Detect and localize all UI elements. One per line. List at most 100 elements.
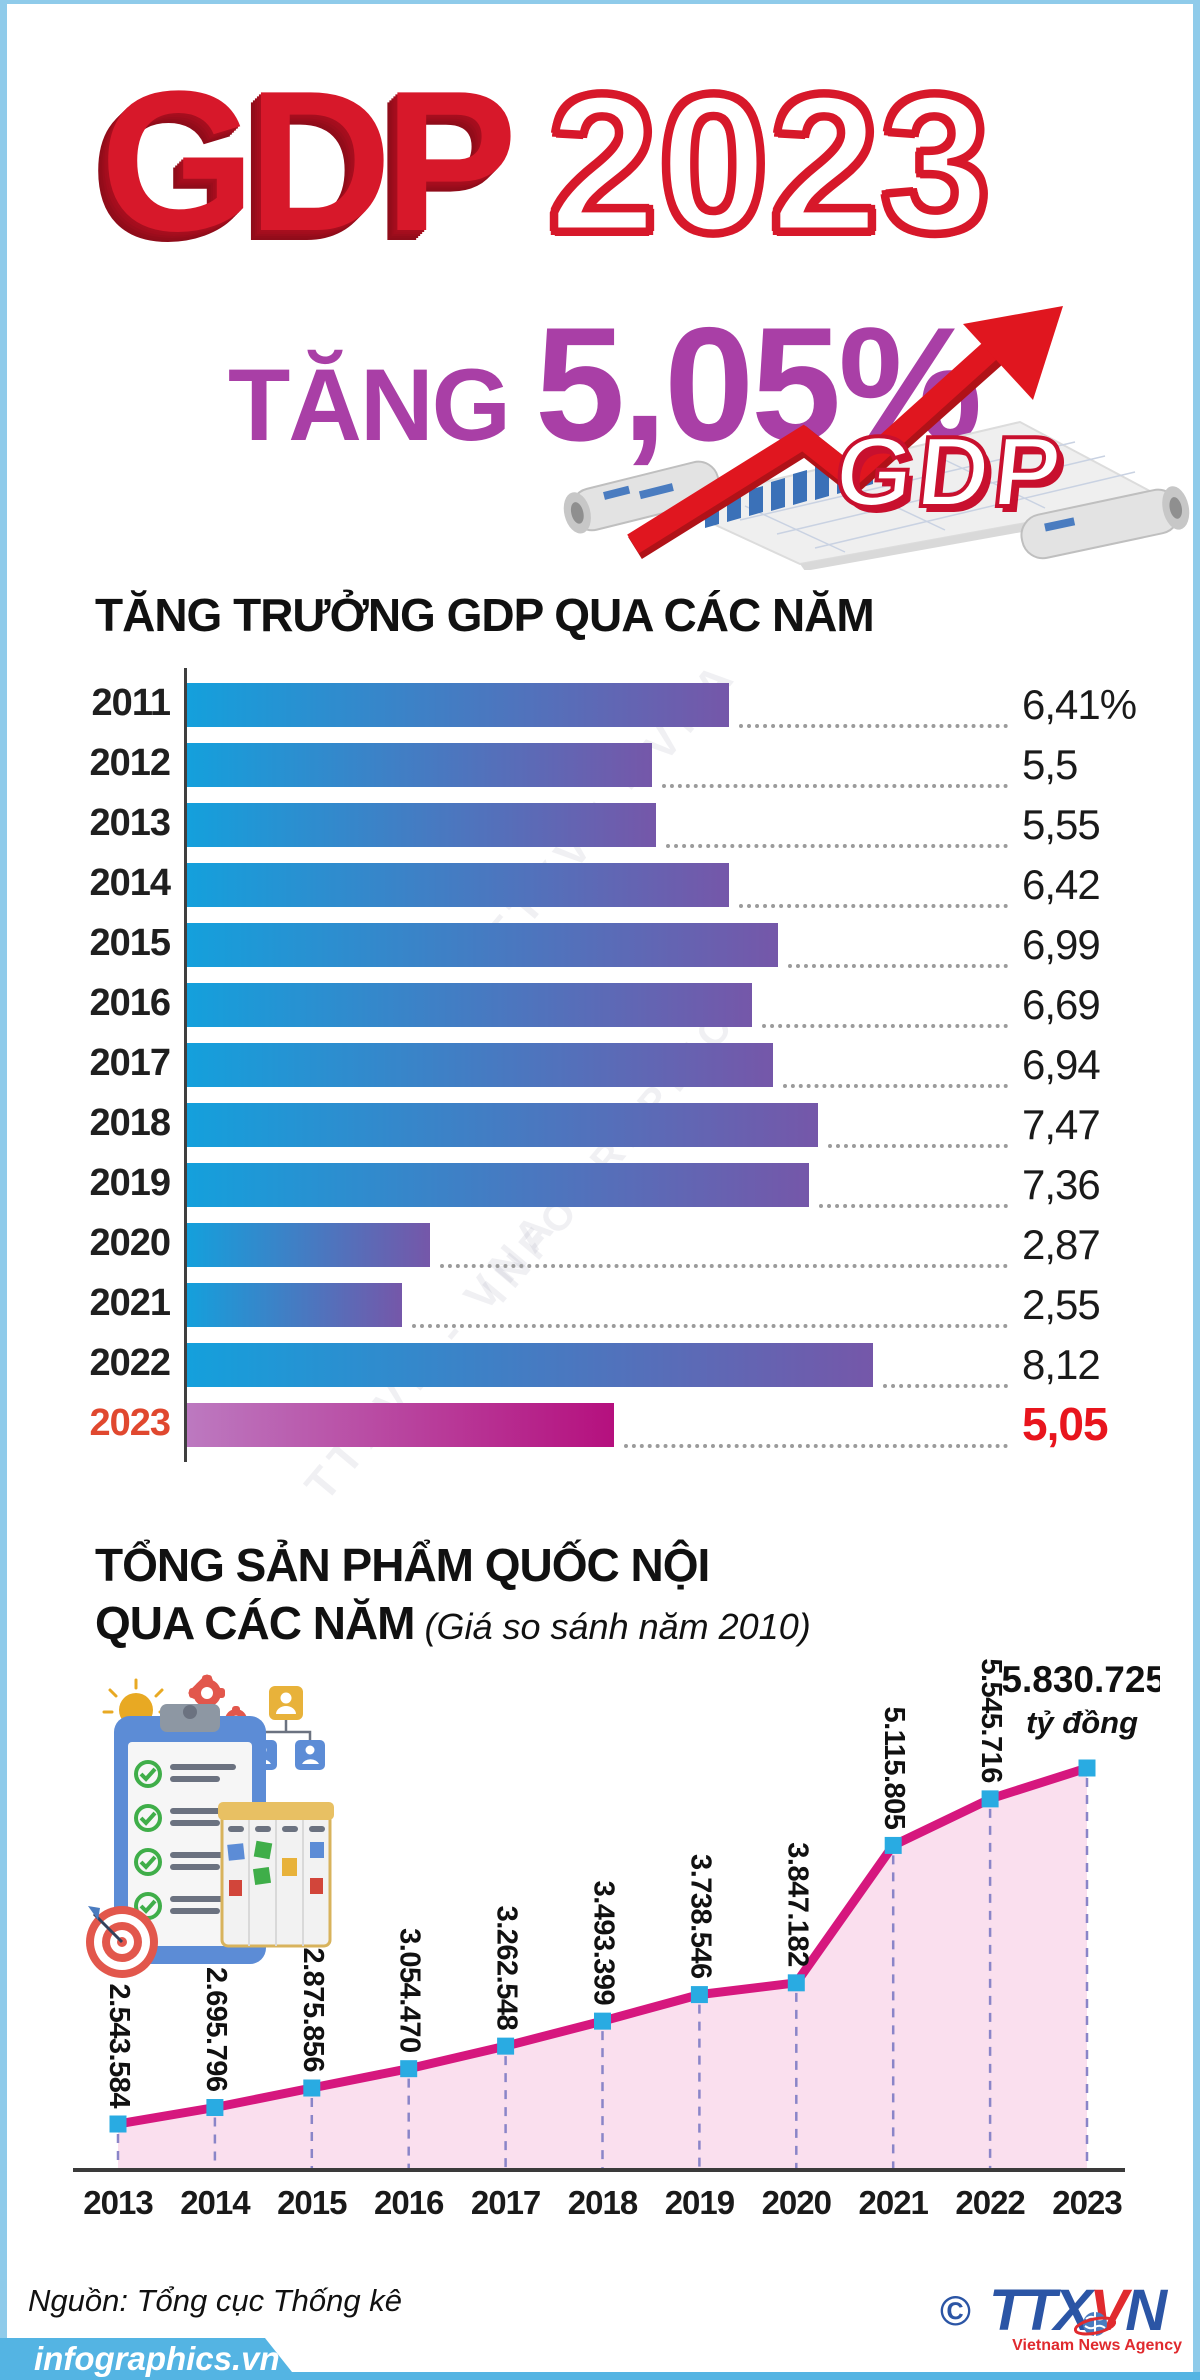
gdp-growth-bar-chart: 2011 6,41% 2012 5,5 2013 5,55 2014 6,42 2015 6,99… bbox=[0, 663, 1200, 1450]
data-point-marker bbox=[1078, 1759, 1096, 1777]
bar-row: 2019 7,36 bbox=[0, 1143, 1200, 1208]
leader-dots bbox=[783, 1084, 1008, 1088]
bar-row: 2017 6,94 bbox=[0, 1023, 1200, 1088]
line-area-fill bbox=[118, 1768, 1087, 2170]
line-value-label: 3.847.182 bbox=[781, 1842, 813, 1967]
line-value-label: 3.054.470 bbox=[394, 1928, 426, 2053]
bar-year-label: 2018 bbox=[89, 1102, 171, 1144]
line-value-label: 3.738.546 bbox=[684, 1854, 716, 1979]
bar-value-label: 7,36 bbox=[1022, 1161, 1101, 1208]
line-value-label: 2.543.584 bbox=[103, 1983, 135, 2108]
bar bbox=[187, 803, 656, 847]
leader-dots bbox=[828, 1144, 1008, 1148]
bar-row: 2012 5,5 bbox=[0, 723, 1200, 788]
svg-text:GDP: GDP bbox=[835, 422, 1075, 534]
leader-dots bbox=[662, 784, 1008, 788]
bar-row: 2016 6,69 bbox=[0, 963, 1200, 1028]
bar-row: 2015 6,99 bbox=[0, 903, 1200, 968]
bar-chart-axis bbox=[184, 668, 187, 1462]
line-value-label: 2.695.796 bbox=[200, 1967, 232, 2092]
copyright-icon: © bbox=[940, 2287, 971, 2334]
x-tick-label: 2020 bbox=[762, 2184, 831, 2221]
x-tick-label: 2014 bbox=[180, 2184, 251, 2221]
bar bbox=[187, 1043, 773, 1087]
leader-dots bbox=[666, 844, 1008, 848]
bar-row: 2020 2,87 bbox=[0, 1203, 1200, 1268]
leader-dots bbox=[412, 1324, 1008, 1328]
data-point-marker bbox=[884, 1836, 902, 1854]
bar-year-label: 2019 bbox=[89, 1162, 171, 1204]
bar-year-label: 2015 bbox=[89, 922, 171, 964]
paper-roll-right bbox=[1020, 486, 1190, 560]
gdp-3d-letters: GDP GDP bbox=[828, 414, 1076, 534]
agency-logo: © TTX V N Vietnam News Agency bbox=[940, 2278, 1190, 2355]
total-gdp-title-note: (Giá so sánh năm 2010) bbox=[424, 1606, 811, 1647]
bar-year-label: 2013 bbox=[89, 802, 171, 844]
bar-year-label: 2020 bbox=[89, 1222, 171, 1264]
leader-dots bbox=[739, 904, 1008, 908]
bar bbox=[187, 923, 778, 967]
page-title-gdp: GDP bbox=[100, 50, 517, 273]
bar-row: 2014 6,42 bbox=[0, 843, 1200, 908]
gdp-line-chart: 2.543.584 2.695.796 2.875.856 3.054.470 3.26… bbox=[60, 1600, 1166, 2230]
bar-value-label: 2,55 bbox=[1022, 1281, 1101, 1328]
bar-value-label: 6,42 bbox=[1022, 861, 1101, 908]
data-point-marker bbox=[109, 2115, 127, 2133]
rising-arrow bbox=[627, 306, 1063, 560]
leader-dots bbox=[440, 1264, 1008, 1268]
growth-chart-title: TĂNG TRƯỞNG GDP QUA CÁC NĂM bbox=[95, 589, 875, 641]
bar-value-label: 6,99 bbox=[1022, 921, 1101, 968]
bar-value-label: 2,87 bbox=[1022, 1221, 1101, 1268]
leader-dots bbox=[739, 724, 1008, 728]
source-note: Nguồn: Tổng cục Thống kê bbox=[28, 2283, 402, 2318]
total-gdp-title: TỔNG SẢN PHẨM QUỐC NỘI QUA CÁC NĂM (Giá s… bbox=[95, 1536, 811, 1656]
x-tick-label: 2015 bbox=[277, 2184, 347, 2221]
bar bbox=[187, 683, 729, 727]
paper-roll-left bbox=[563, 460, 720, 534]
data-point-marker bbox=[690, 1986, 708, 2004]
x-tick-label: 2018 bbox=[568, 2184, 638, 2221]
agency-full-name: Vietnam News Agency bbox=[1012, 2337, 1182, 2354]
bar-year-label: 2014 bbox=[89, 862, 171, 904]
site-name: infographics.vn bbox=[34, 2340, 280, 2377]
x-tick-label: 2021 bbox=[858, 2184, 928, 2221]
line-value-label: 3.262.548 bbox=[491, 1906, 523, 2031]
bar-year-label: 2023 bbox=[89, 1402, 171, 1444]
page-border-top bbox=[0, 0, 1200, 4]
line-value-label: 5.545.716 bbox=[975, 1658, 1007, 1783]
bar bbox=[187, 1403, 614, 1447]
total-gdp-title-line1: TỔNG SẢN PHẨM QUỐC NỘI bbox=[95, 1539, 710, 1591]
bar-year-label: 2011 bbox=[91, 682, 171, 724]
bar-year-label: 2012 bbox=[89, 742, 171, 784]
bar bbox=[187, 1283, 402, 1327]
bar-value-label: 6,69 bbox=[1022, 981, 1101, 1028]
line-value-label: 2.875.856 bbox=[297, 1947, 329, 2072]
kanban-board-icon bbox=[218, 1802, 334, 1948]
agency-abbr-n: N bbox=[1125, 2278, 1167, 2343]
bar bbox=[187, 983, 752, 1027]
svg-text:GDP: GDP bbox=[830, 416, 1070, 528]
line-last-value-label: 5.830.725 bbox=[1001, 1659, 1160, 1700]
bar-row: 2021 2,55 bbox=[0, 1263, 1200, 1328]
bar-year-label: 2017 bbox=[89, 1042, 171, 1084]
leader-dots bbox=[624, 1444, 1008, 1448]
data-point-marker bbox=[400, 2060, 418, 2078]
bar-value-label: 8,12 bbox=[1022, 1341, 1101, 1388]
bar-value-label: 6,41% bbox=[1022, 681, 1137, 728]
bar-value-label: 6,94 bbox=[1022, 1041, 1101, 1088]
globe-icon bbox=[1073, 2312, 1117, 2336]
bar-value-label: 5,05 bbox=[1022, 1398, 1109, 1450]
bar bbox=[187, 1223, 430, 1267]
x-tick-label: 2022 bbox=[955, 2184, 1025, 2221]
leader-dots bbox=[883, 1384, 1008, 1388]
x-tick-label: 2023 bbox=[1052, 2184, 1122, 2221]
data-point-marker bbox=[497, 2037, 515, 2055]
bar-row: 2011 6,41% bbox=[0, 663, 1200, 728]
bar-year-label: 2021 bbox=[89, 1282, 171, 1324]
data-point-marker bbox=[206, 2099, 224, 2117]
subtitle-word: TĂNG bbox=[228, 348, 511, 462]
total-gdp-title-line2: QUA CÁC NĂM bbox=[95, 1597, 415, 1649]
x-tick-label: 2019 bbox=[665, 2184, 735, 2221]
x-tick-label: 2013 bbox=[83, 2184, 153, 2221]
leader-dots bbox=[762, 1024, 1008, 1028]
